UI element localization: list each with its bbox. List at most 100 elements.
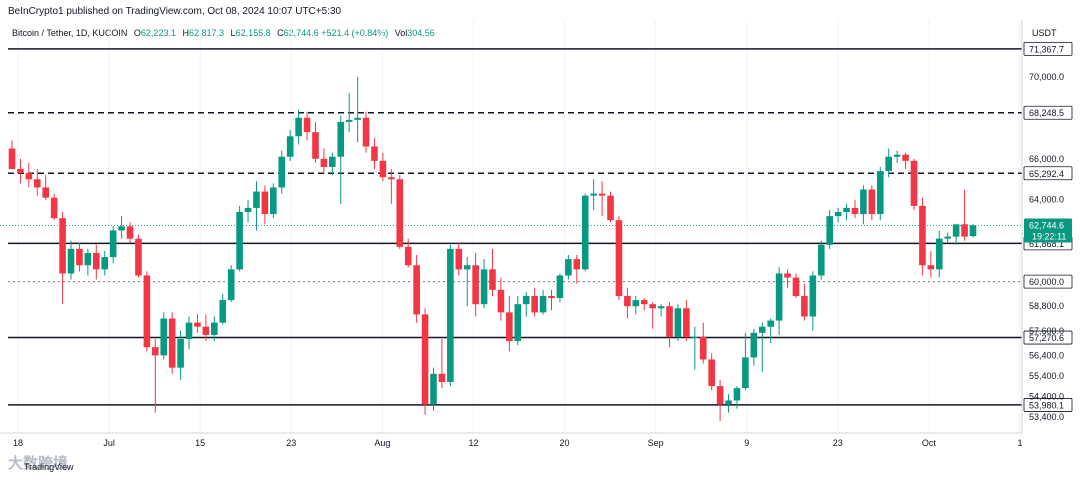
- candle-body: [455, 248, 463, 270]
- candle-body: [143, 275, 151, 348]
- x-tick-label: 20: [560, 438, 570, 448]
- candle-body: [59, 218, 66, 274]
- x-tick-label: 9: [744, 438, 749, 448]
- candle-body: [50, 197, 58, 219]
- candle-body: [708, 359, 715, 387]
- candle-body: [893, 154, 901, 157]
- candle-body: [480, 269, 488, 305]
- candle-body: [573, 259, 581, 270]
- candle-body: [152, 347, 159, 356]
- candle-body: [17, 169, 24, 174]
- y-tick-label: 56,400.0: [1029, 350, 1064, 360]
- candle-body: [421, 314, 429, 405]
- candle-body: [750, 332, 758, 358]
- candle-body: [784, 273, 791, 278]
- x-tick-label: Sep: [648, 438, 664, 448]
- candle-body: [379, 160, 387, 178]
- candle-body: [632, 300, 640, 307]
- y-tick-label: 70,000.0: [1029, 72, 1064, 82]
- candle-body: [404, 246, 412, 266]
- candle-body: [716, 386, 724, 405]
- candle-body: [371, 146, 378, 161]
- candle-body: [236, 212, 243, 270]
- high-value: 62,817.3: [188, 28, 225, 38]
- candle-body: [354, 117, 361, 120]
- candle-body: [556, 275, 564, 299]
- chart-grid: [17, 20, 1021, 433]
- close-value: 62,744.6: [283, 28, 319, 38]
- candle-body: [522, 295, 530, 305]
- candle-body: [851, 207, 859, 215]
- candle-body: [649, 304, 656, 309]
- symbol-name[interactable]: Bitcoin / Tether, 1D, KUCOIN: [12, 28, 128, 38]
- y-tick-label: 54,400.0: [1029, 391, 1064, 401]
- candle-body: [506, 312, 513, 342]
- price-axis: 71,367.7 68,248.5 65,292.4 61,868.1 60,000.0…: [1023, 41, 1073, 422]
- candle-body: [935, 238, 943, 270]
- candle-body: [168, 318, 176, 368]
- y-tick-label: 57,600.0: [1029, 326, 1064, 336]
- candle-body: [244, 207, 252, 213]
- candle-body: [396, 179, 404, 247]
- low-label: L: [230, 28, 236, 38]
- level-label-box: [1023, 105, 1073, 120]
- tradingview-logo[interactable]: TradingView: [24, 462, 74, 472]
- current-price-box: [1024, 218, 1072, 243]
- candle-body: [253, 191, 260, 208]
- candle-body: [699, 336, 707, 360]
- candle-body: [767, 320, 774, 327]
- candle-body: [388, 177, 395, 180]
- candle-body: [286, 136, 294, 157]
- candle-body: [177, 338, 184, 368]
- candle-body: [295, 117, 302, 137]
- candle-body: [438, 373, 446, 382]
- candle-body: [640, 300, 648, 305]
- candle-body: [270, 187, 277, 215]
- candle-body: [413, 265, 420, 315]
- candle-body: [25, 173, 33, 180]
- candle-body: [472, 265, 479, 305]
- candle-body: [944, 236, 952, 239]
- x-tick-label: Jul: [103, 438, 115, 448]
- level-label: 57,270.6: [1029, 333, 1064, 343]
- published-by: BeInCrypto1 published on TradingView.com…: [8, 6, 342, 17]
- candle-body: [817, 244, 825, 276]
- candle-body: [691, 336, 699, 338]
- level-label: 61,868.1: [1029, 239, 1064, 249]
- y-tick-label: 55,400.0: [1029, 371, 1064, 381]
- candle-body: [961, 224, 968, 237]
- candle-body: [910, 160, 918, 206]
- level-label-box: [1023, 274, 1073, 289]
- countdown-label: 19:22:11: [1032, 231, 1066, 241]
- change-value: +521.4 (+0.84%): [321, 28, 389, 38]
- candle-body: [843, 207, 850, 213]
- open-value: 62,223.1: [140, 28, 176, 38]
- candle-body: [919, 205, 926, 266]
- x-tick-label: 12: [468, 438, 478, 448]
- volume-value: 304.56: [407, 28, 435, 38]
- candle-body: [952, 224, 960, 237]
- candle-body: [101, 257, 109, 270]
- candle-body: [345, 119, 353, 122]
- level-label: 68,248.5: [1029, 108, 1064, 118]
- candle-body: [809, 275, 817, 317]
- candles: [8, 76, 977, 421]
- candle-body: [489, 269, 496, 290]
- candle-body: [666, 306, 673, 337]
- candle-body: [261, 191, 269, 215]
- candle-body: [834, 212, 842, 217]
- candle-body: [126, 226, 134, 239]
- candle-body: [792, 277, 800, 296]
- level-label: 60,000.0: [1029, 277, 1064, 287]
- low-value: 62,155.8: [235, 28, 271, 38]
- chart-legend: Bitcoin / Tether, 1D, KUCOIN O62,223.1 H…: [12, 28, 435, 38]
- x-tick-label: 1: [1017, 438, 1022, 448]
- candle-body: [615, 220, 623, 296]
- candle-body: [758, 326, 766, 333]
- candle-body: [683, 308, 690, 337]
- candle-body: [211, 322, 218, 335]
- candle-body: [581, 195, 589, 270]
- candle-body: [531, 295, 538, 313]
- currency-label[interactable]: USDT: [1032, 28, 1057, 38]
